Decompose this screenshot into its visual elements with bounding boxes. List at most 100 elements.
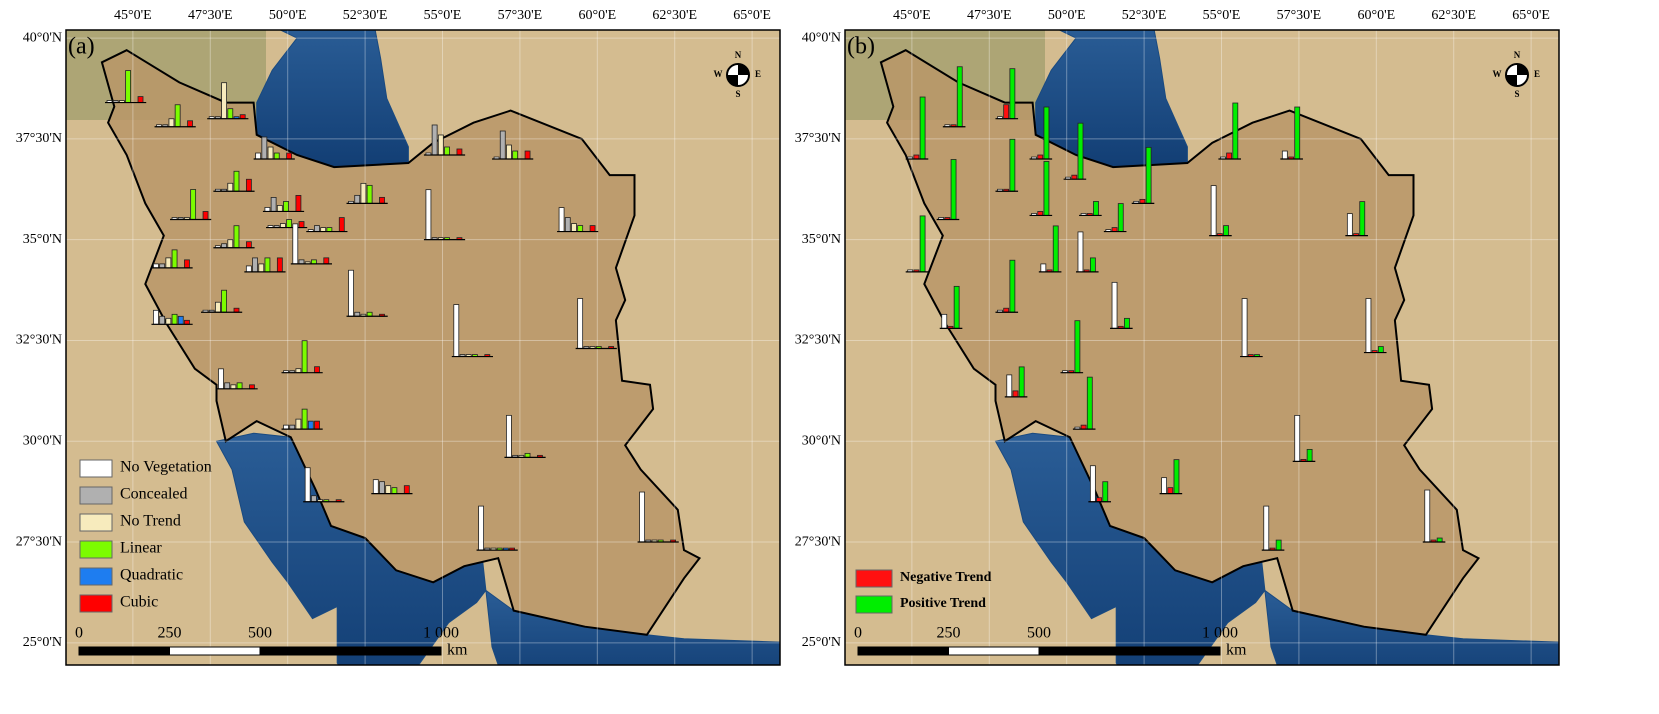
legend-swatch	[79, 459, 113, 478]
scale-unit: km	[1226, 642, 1247, 659]
mini-chart	[253, 136, 295, 160]
legend-label: No Vegetation	[120, 459, 212, 476]
legend-label: Positive Trend	[900, 596, 986, 611]
bar	[950, 159, 957, 220]
bar	[1043, 106, 1050, 160]
mini-chart	[936, 159, 960, 221]
bar	[310, 495, 317, 503]
compass-w: W	[1493, 69, 1502, 79]
map-frame	[844, 29, 1560, 666]
bar	[1306, 448, 1313, 462]
legend-label: Negative Trend	[900, 570, 992, 585]
bar	[283, 201, 289, 212]
bar	[1232, 102, 1239, 160]
y-tick-label: 32°30'N	[16, 333, 62, 348]
bar	[577, 225, 584, 232]
bar	[301, 340, 308, 374]
legend-label: Concealed	[120, 486, 188, 503]
bar	[221, 82, 227, 120]
map-panel: 45°0'E 47°30'E 50°0'E 52°30'E 55°0'E 57°30'E 6…	[16, 8, 781, 666]
bar	[218, 368, 224, 390]
compass-e: E	[755, 69, 761, 79]
bar	[506, 144, 512, 160]
x-tick-label: 55°0'E	[1203, 8, 1241, 23]
bar	[304, 467, 311, 503]
compass-quadrant	[1506, 75, 1517, 86]
bar	[153, 309, 159, 325]
compass-s: S	[1514, 89, 1519, 99]
bar	[1009, 138, 1016, 192]
mini-chart	[262, 195, 305, 213]
bar	[953, 285, 960, 329]
bar	[1074, 320, 1081, 374]
mini-chart	[1363, 298, 1387, 354]
bar	[478, 505, 484, 551]
bar	[245, 178, 252, 192]
y-tick-label: 25°0'N	[802, 635, 841, 650]
bar	[403, 485, 410, 495]
x-tick-label: 62°30'E	[652, 8, 697, 23]
bar	[1223, 225, 1229, 237]
mini-chart	[1292, 414, 1316, 462]
scale-unit: km	[447, 642, 468, 659]
bar	[366, 184, 373, 204]
bar	[224, 382, 231, 390]
y-tick-label: 37°30'N	[795, 131, 841, 146]
bar	[1012, 390, 1019, 398]
bar	[1040, 263, 1047, 273]
bar	[456, 148, 463, 156]
map-body	[845, 30, 1559, 665]
bar	[292, 223, 299, 265]
bar	[512, 150, 519, 160]
mini-chart	[1422, 489, 1446, 543]
x-tick-label: 65°0'E	[1512, 8, 1550, 23]
bar	[295, 418, 302, 430]
mini-chart	[1209, 185, 1232, 237]
mini-chart	[1072, 376, 1096, 430]
scale-label: 500	[248, 625, 272, 642]
bar	[391, 487, 398, 495]
bar	[348, 269, 354, 317]
bar	[1003, 104, 1010, 120]
bar	[314, 225, 320, 232]
bar	[227, 182, 234, 192]
mini-chart	[1131, 146, 1155, 204]
bar	[171, 249, 178, 269]
legend-swatch	[79, 567, 113, 586]
mini-chart	[557, 207, 599, 233]
legend-swatch	[79, 594, 113, 613]
bar	[558, 207, 565, 232]
bar	[227, 239, 234, 249]
x-tick-label: 50°0'E	[1048, 8, 1086, 23]
mini-chart	[290, 223, 332, 265]
scale-label: 1 000	[1202, 625, 1238, 642]
x-tick-label: 52°30'E	[1122, 8, 1167, 23]
compass-quadrant	[727, 75, 738, 86]
bar	[323, 257, 330, 265]
bar	[1018, 366, 1025, 398]
y-tick-label: 32°30'N	[795, 333, 841, 348]
bar	[307, 420, 314, 430]
bar	[1145, 146, 1152, 204]
bar	[273, 152, 280, 160]
bar	[577, 298, 584, 349]
mini-chart	[423, 189, 466, 241]
bar	[564, 217, 571, 232]
x-tick-label: 47°30'E	[967, 8, 1012, 23]
bar	[202, 211, 209, 220]
scale-segment	[259, 646, 442, 656]
bar	[354, 194, 361, 204]
mini-chart	[995, 68, 1019, 120]
bar	[379, 196, 385, 204]
x-tick-label: 65°0'E	[733, 8, 771, 23]
mini-chart	[423, 124, 466, 156]
scale-label: 500	[1027, 625, 1051, 642]
bar	[174, 104, 181, 128]
x-tick-label: 50°0'E	[269, 8, 307, 23]
mini-chart	[346, 269, 388, 317]
bar	[286, 152, 293, 160]
mini-chart	[346, 182, 388, 204]
panel-title: (b)	[847, 34, 875, 60]
bar	[1089, 465, 1096, 503]
mini-chart	[451, 304, 493, 358]
